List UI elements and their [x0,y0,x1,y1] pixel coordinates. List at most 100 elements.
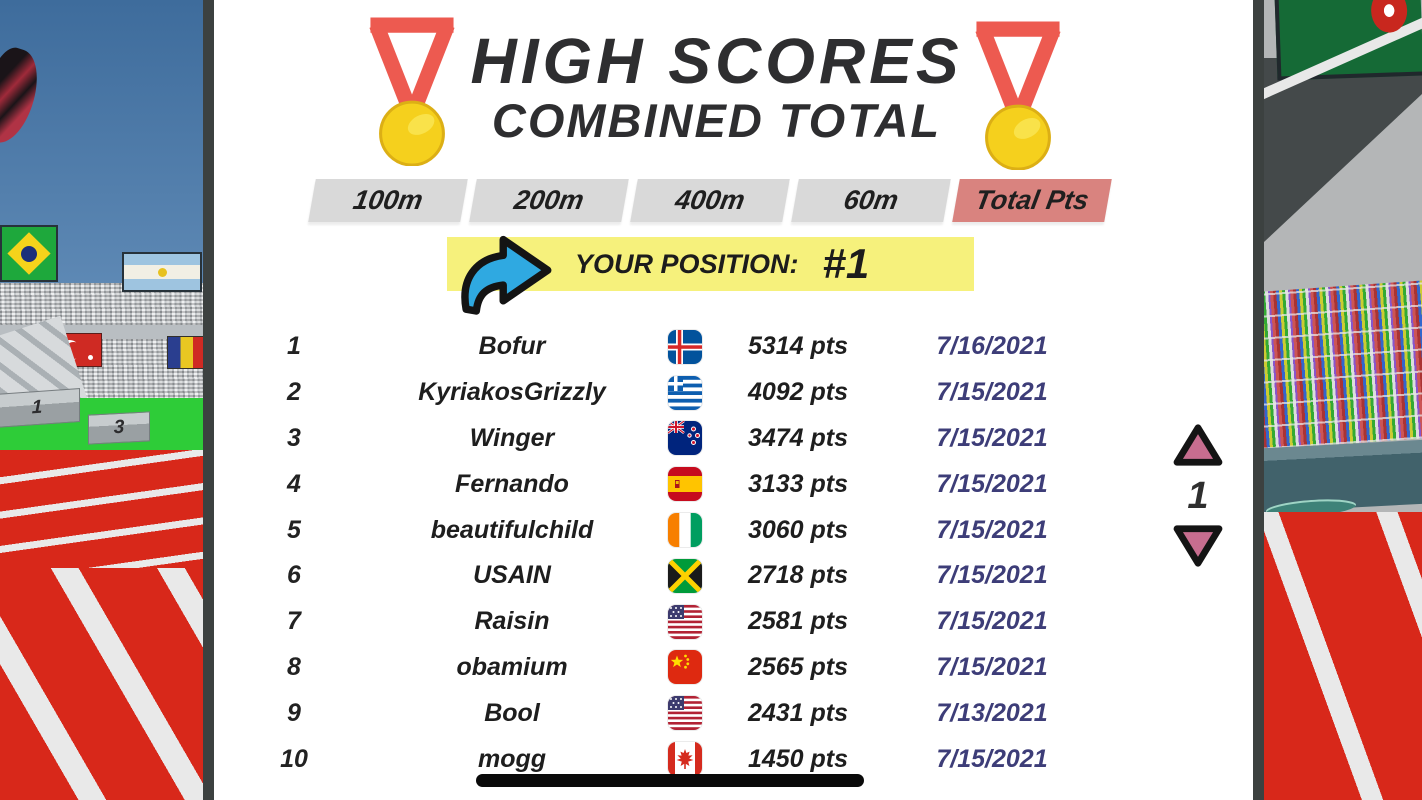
running-track [0,450,203,575]
flag-jamaica-icon [668,558,702,593]
tab-total-pts[interactable]: Total Pts [952,179,1112,222]
points-cell: 2718 pts [747,561,849,590]
table-row: 9 Bool 2431 pts 7/13/2021 [214,690,1253,736]
table-row: 1 Bofur 5314 pts 7/16/2021 [214,324,1253,370]
romania-flag [167,336,203,369]
title-high-scores: HIGH SCORES [470,25,963,97]
page-title: HIGH SCORES COMBINED TOTAL [364,25,1069,148]
flag-cell [662,421,708,456]
running-track [1264,512,1422,800]
player-name-cell: USAIN [473,561,551,590]
tab-label: Total Pts [972,185,1092,215]
tab-100m[interactable]: 100m [308,179,468,222]
argentina-flag [122,252,202,292]
tab-400m[interactable]: 400m [630,179,790,222]
your-position-label: YOUR POSITION: [575,248,799,279]
medal-icon [965,18,1071,171]
table-row: 7 Raisin 2581 pts 7/15/2021 [214,599,1253,645]
panel-edge-right [1253,0,1264,800]
tab-label: 400m [672,185,748,215]
date-cell: 7/16/2021 [936,332,1048,361]
page-controls: 1 [1171,423,1225,568]
crowd-stand [1264,280,1422,450]
rank-cell: 1 [287,332,301,361]
rank-cell: 5 [287,515,301,544]
dark-flag-decoration [0,42,48,150]
points-cell: 3060 pts [747,515,849,544]
tab-label: 100m [350,185,426,215]
date-cell: 7/13/2021 [936,698,1048,727]
page-up-button[interactable] [1171,423,1225,467]
rank-cell: 10 [280,744,308,773]
player-name-cell: beautifulchild [430,515,594,544]
page-down-button[interactable] [1171,524,1225,568]
points-cell: 5314 pts [747,332,849,361]
tab-200m[interactable]: 200m [469,179,629,222]
scrollbar-thumb[interactable] [476,774,864,787]
player-name-cell: Bofur [478,332,546,361]
flag-canada-icon [668,742,702,777]
medal-icon [359,14,465,167]
player-name-cell: Winger [469,423,555,452]
table-row: 10 mogg 1450 pts 7/15/2021 [214,736,1253,782]
rank-cell: 6 [287,561,301,590]
leaderboard: 1 Bofur 5314 pts 7/16/2021 2 KyriakosGrizzly 4… [214,324,1253,782]
flag-cell [662,513,708,548]
flag-cell [662,558,708,593]
date-cell: 7/15/2021 [936,561,1048,590]
flag-china-icon [668,650,702,685]
flag-cell [662,375,708,410]
date-cell: 7/15/2021 [936,469,1048,498]
flag-greece-icon [668,375,702,410]
player-name-cell: KyriakosGrizzly [418,378,606,407]
rank-cell: 7 [287,607,301,636]
flag-usa-icon [668,604,702,639]
points-cell: 3474 pts [747,423,849,452]
kenya-flag [1274,0,1422,81]
player-name-cell: mogg [477,744,547,773]
tab-label: 200m [511,185,587,215]
page-number: 1 [1187,475,1209,517]
player-name-cell: Bool [484,698,540,727]
highscores-panel: HIGH SCORES COMBINED TOTAL 100m 200m 400m 6… [214,0,1253,800]
points-cell: 2581 pts [747,607,849,636]
table-row: 2 KyriakosGrizzly 4092 pts 7/15/2021 [214,370,1253,416]
podium-block-3: 3 [88,411,150,445]
table-row: 3 Winger 3474 pts 7/15/2021 [214,416,1253,462]
panel-edge-left [203,0,214,800]
player-name-cell: Raisin [474,607,550,636]
tab-label: 60m [841,185,901,215]
date-cell: 7/15/2021 [936,515,1048,544]
tab-60m[interactable]: 60m [791,179,951,222]
points-cell: 3133 pts [747,469,849,498]
player-name-cell: Fernando [455,469,569,498]
flag-iceland-icon [668,329,702,364]
points-cell: 2565 pts [747,652,849,681]
stadium-background-left: 1 3 [0,0,203,800]
event-tabs: 100m 200m 400m 60m Total Pts [308,179,1112,222]
points-cell: 2431 pts [747,698,849,727]
rank-cell: 2 [287,378,301,407]
running-track [0,568,203,800]
your-position-value: #1 [822,240,870,287]
your-position-banner: YOUR POSITION: #1 [447,235,974,315]
flag-cell [662,329,708,364]
rank-cell: 8 [287,652,301,681]
flag-spain-icon [668,467,702,502]
flag-cell [662,696,708,731]
rank-cell: 3 [287,423,301,452]
brazil-flag [0,225,58,282]
flag-cell [662,604,708,639]
flag-usa-icon [668,696,702,731]
flag-ivory-coast-icon [668,513,702,548]
date-cell: 7/15/2021 [936,378,1048,407]
date-cell: 7/15/2021 [936,607,1048,636]
date-cell: 7/15/2021 [936,652,1048,681]
flag-cell [662,467,708,502]
table-row: 5 beautifulchild 3060 pts 7/15/2021 [214,507,1253,553]
table-row: 6 USAIN 2718 pts 7/15/2021 [214,553,1253,599]
title-combined-total: COMBINED TOTAL [491,94,942,148]
stadium-background-right [1264,0,1422,800]
date-cell: 7/15/2021 [936,744,1048,773]
